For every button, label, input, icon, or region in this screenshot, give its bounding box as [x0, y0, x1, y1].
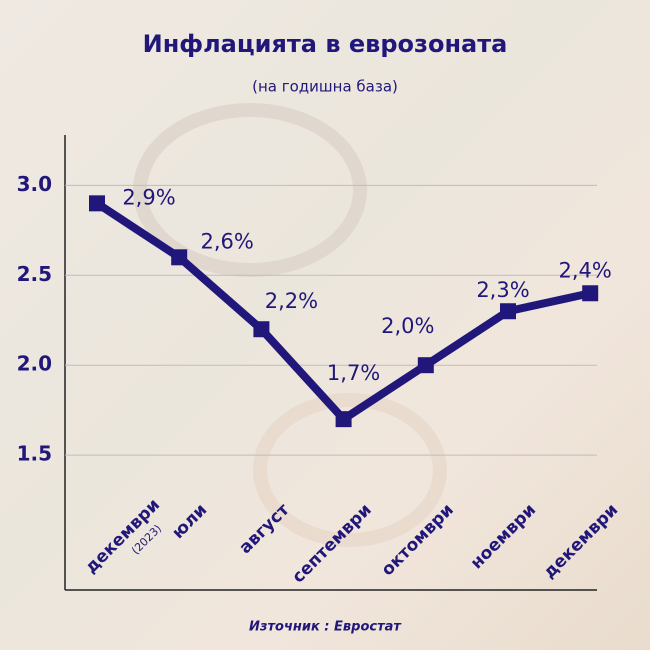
- chart-subtitle: (на годишна база): [252, 78, 398, 96]
- y-tick-label: 2.0: [17, 352, 52, 376]
- marker: [335, 411, 352, 428]
- data-label: 1,7%: [327, 361, 380, 385]
- marker: [171, 249, 188, 266]
- y-tick-label: 3.0: [17, 172, 52, 196]
- marker: [582, 285, 599, 302]
- data-label: 2,9%: [122, 185, 175, 209]
- background-decor: [133, 103, 367, 277]
- data-label: 2,3%: [476, 278, 529, 302]
- background-decor: [253, 393, 447, 547]
- data-label: 2,4%: [559, 258, 612, 282]
- y-tick-label: 2.5: [17, 262, 52, 286]
- data-label: 2,2%: [265, 289, 318, 313]
- source: Източник : Евростат: [249, 620, 402, 635]
- data-label: 2,6%: [201, 229, 254, 253]
- marker: [417, 357, 434, 374]
- marker: [89, 195, 105, 212]
- marker: [500, 303, 516, 320]
- y-tick-label: 1.5: [17, 442, 52, 466]
- marker: [253, 321, 270, 338]
- chart-title: Инфлацията в еврозоната: [143, 30, 508, 58]
- data-label: 2,0%: [381, 314, 434, 338]
